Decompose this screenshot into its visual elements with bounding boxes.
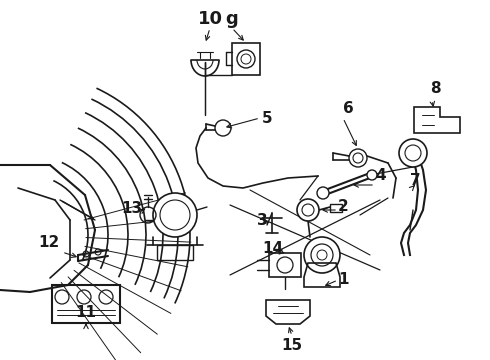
Text: 8: 8	[430, 81, 441, 95]
Text: 4: 4	[375, 167, 386, 183]
Text: 15: 15	[281, 338, 302, 353]
Circle shape	[367, 170, 377, 180]
Circle shape	[153, 193, 197, 237]
Text: 6: 6	[343, 100, 354, 116]
Circle shape	[317, 187, 329, 199]
Text: 14: 14	[262, 240, 283, 256]
Text: 12: 12	[39, 234, 60, 249]
Text: 2: 2	[338, 198, 349, 213]
Text: 11: 11	[75, 305, 97, 320]
Circle shape	[304, 237, 340, 273]
Circle shape	[399, 139, 427, 167]
Text: 13: 13	[121, 201, 142, 216]
Text: 10: 10	[197, 10, 222, 28]
Text: 3: 3	[257, 212, 268, 228]
Text: g: g	[225, 10, 238, 28]
Text: 7: 7	[410, 172, 420, 188]
Text: 5: 5	[262, 111, 272, 126]
Text: 1: 1	[338, 273, 348, 288]
Circle shape	[297, 199, 319, 221]
